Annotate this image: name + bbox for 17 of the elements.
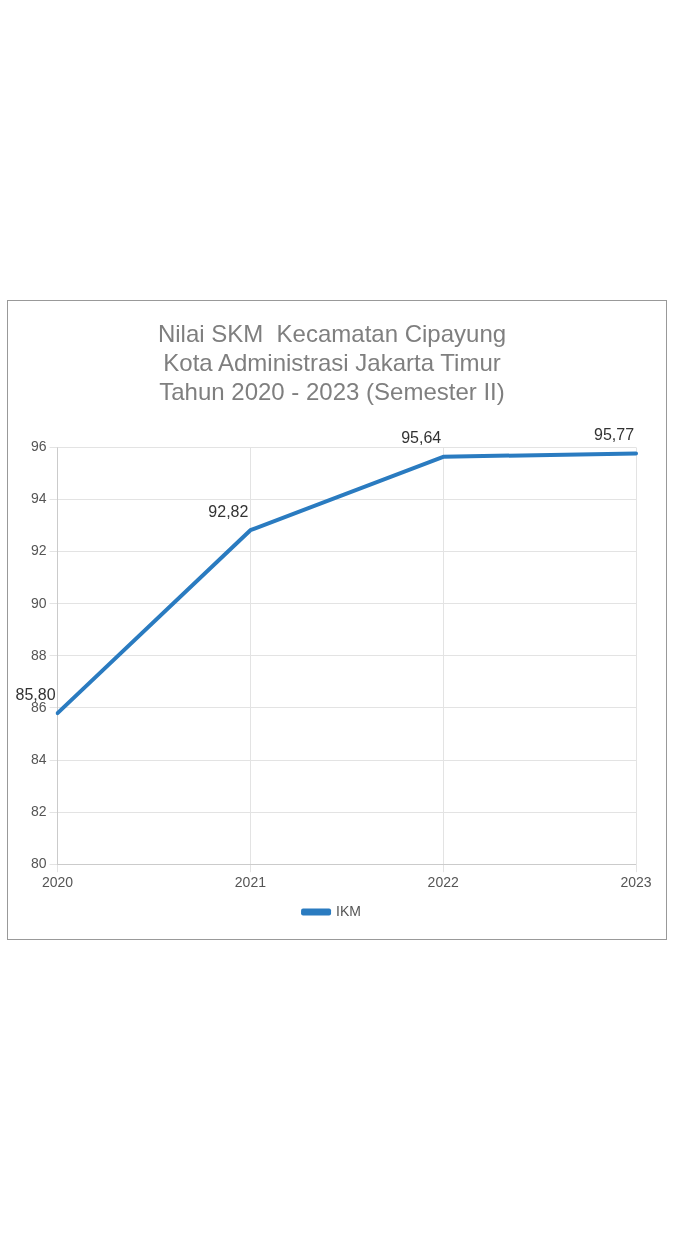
- x-tick-label: 2023: [620, 874, 652, 891]
- x-tick-label: 2020: [41, 874, 74, 891]
- legend-label: IKM: [336, 902, 361, 919]
- y-tick-label: 92: [30, 542, 47, 559]
- x-tick-label: 2022: [427, 874, 459, 891]
- y-tick-label: 82: [30, 802, 47, 819]
- y-tick-label: 94: [30, 490, 47, 507]
- data-label: 92,82: [208, 502, 249, 520]
- data-label: 95,64: [401, 429, 442, 447]
- y-tick-label: 84: [30, 750, 47, 767]
- y-tick-label: 90: [30, 594, 47, 611]
- y-tick-label: 96: [30, 438, 47, 455]
- y-tick-label: 80: [30, 855, 47, 872]
- data-label: 95,77: [593, 425, 635, 443]
- y-tick-label: 88: [30, 646, 47, 663]
- x-tick-label: 2021: [234, 874, 267, 891]
- chart-title: Nilai SKM Kecamatan Cipayung Kota Administrasi Jakarta Timur Tahun 2020 - 2023 (Semester II): [157, 320, 507, 405]
